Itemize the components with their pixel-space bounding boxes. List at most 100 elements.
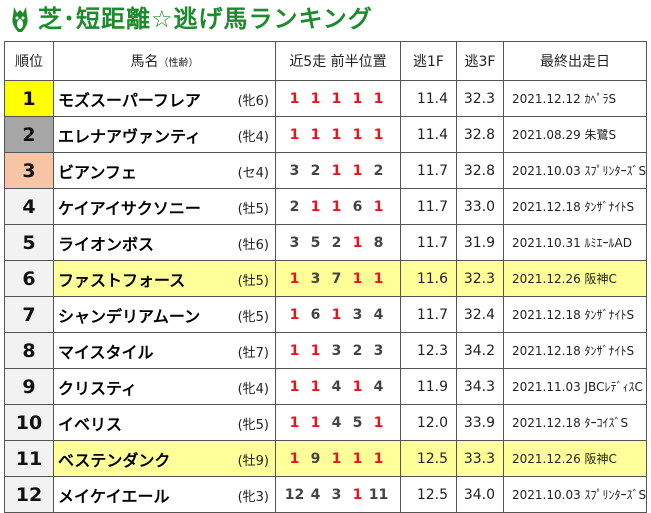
position-value: 1 xyxy=(289,378,300,395)
position-value: 1 xyxy=(373,90,384,107)
position-value: 5 xyxy=(310,234,321,251)
last-race-cell: 2021.12.18 ﾀﾝｻﾞﾅｲﾄS xyxy=(503,188,647,225)
first-f-cell: 12.5 xyxy=(400,440,457,477)
horse-name: ライオンボス xyxy=(58,234,155,254)
position-value: 6 xyxy=(352,198,363,215)
position-value: 1 xyxy=(352,126,363,143)
last-race-cell: 2021.10.31 ﾙﾐｴｰﾙAD xyxy=(503,224,647,261)
last-race-cell: 2021.12.18 ﾀﾝｻﾞﾅｲﾄS xyxy=(503,332,647,369)
header-name: 馬名（性齢） xyxy=(53,41,276,81)
three-f-cell: 32.4 xyxy=(456,296,504,333)
position-value: 1 xyxy=(289,342,300,359)
last-race-cell: 2021.08.29 朱鷺S xyxy=(503,116,647,153)
position-value: 1 xyxy=(310,414,321,431)
rank-cell: 4 xyxy=(4,188,54,225)
horse-name-cell: エレナアヴァンティ (牝4) xyxy=(53,116,276,153)
position-value: 1 xyxy=(373,126,384,143)
rank-cell: 9 xyxy=(4,368,54,405)
table-row: 5 ライオンボス (牡6) 3 5 2 1 8 11.7 31.9 2021.10.31 ﾙﾐｴｰﾙ… xyxy=(4,224,647,261)
horse-name: イベリス xyxy=(58,414,123,434)
first-f-cell: 12.5 xyxy=(400,476,457,513)
three-f-cell: 31.9 xyxy=(456,224,504,261)
table-row: 4 ケイアイサクソニー (牡5) 2 1 1 6 1 11.7 33.0 2021.12.18 ﾀﾝ… xyxy=(4,188,647,225)
horse-name-cell: ライオンボス (牡6) xyxy=(53,224,276,261)
horse-head-icon xyxy=(12,7,28,32)
rank-cell: 1 xyxy=(4,80,54,117)
page-title: 芝･短距離☆逃げ馬ランキング xyxy=(38,5,373,33)
horse-name: マイスタイル xyxy=(58,342,154,362)
three-f-cell: 32.3 xyxy=(456,260,504,297)
header-first-f: 逃1F xyxy=(400,41,457,81)
rank-cell: 2 xyxy=(4,116,54,153)
horse-sex-age: (牝5) xyxy=(237,418,269,433)
first-f-cell: 11.7 xyxy=(400,296,457,333)
three-f-cell: 33.9 xyxy=(456,404,504,441)
position-value: 1 xyxy=(352,270,363,287)
first-f-cell: 11.7 xyxy=(400,152,457,189)
position-value: 1 xyxy=(331,306,342,323)
first-f-cell: 12.3 xyxy=(400,332,457,369)
horse-sex-age: (牡7) xyxy=(237,346,269,361)
table-row: 8 マイスタイル (牡7) 1 1 3 2 3 12.3 34.2 2021.12.18 ﾀﾝｻﾞﾅ… xyxy=(4,332,647,369)
position-value: 3 xyxy=(373,342,384,359)
position-value: 1 xyxy=(373,414,384,431)
table-row: 12 メイケイエール (牝3) 12 4 3 1 11 12.5 34.0 2021.10.03 ｽ… xyxy=(4,476,647,513)
last-race-cell: 2021.12.12 ｶﾍﾟﾗS xyxy=(503,80,647,117)
horse-sex-age: (牝6) xyxy=(237,94,269,109)
horse-name: エレナアヴァンティ xyxy=(58,126,202,146)
position-value: 1 xyxy=(331,90,342,107)
table-row: 6 ファストフォース (牡5) 1 3 7 1 1 11.6 32.3 2021.12.26 阪神C xyxy=(4,260,647,297)
three-f-cell: 33.0 xyxy=(456,188,504,225)
rank-cell: 11 xyxy=(4,440,54,477)
position-value: 1 xyxy=(289,450,300,467)
position-value: 1 xyxy=(289,414,300,431)
position-value: 5 xyxy=(352,414,363,431)
position-value: 1 xyxy=(352,234,363,251)
horse-sex-age: (牡5) xyxy=(237,274,269,289)
table-row: 2 エレナアヴァンティ (牝4) 1 1 1 1 1 11.4 32.8 2021.08.29 朱鷺… xyxy=(4,116,647,153)
position-value: 3 xyxy=(289,162,300,179)
position-value: 1 xyxy=(352,486,363,503)
position-value: 1 xyxy=(373,198,384,215)
position-value: 1 xyxy=(289,270,300,287)
position-value: 7 xyxy=(331,270,342,287)
first-f-cell: 11.9 xyxy=(400,368,457,405)
horse-name-cell: イベリス (牝5) xyxy=(53,404,276,441)
rank-cell: 12 xyxy=(4,476,54,513)
position-value: 9 xyxy=(310,450,321,467)
position-value: 6 xyxy=(310,306,321,323)
position-value: 1 xyxy=(352,162,363,179)
position-value: 3 xyxy=(352,306,363,323)
header-rank: 順位 xyxy=(4,41,54,81)
position-value: 1 xyxy=(373,270,384,287)
horse-name: ファストフォース xyxy=(58,270,186,290)
position-value: 2 xyxy=(331,234,342,251)
horse-sex-age: (セ4) xyxy=(237,166,269,181)
position-value: 3 xyxy=(331,342,342,359)
header-positions: 近5走 前半位置 xyxy=(275,41,401,81)
position-value: 3 xyxy=(289,234,300,251)
horse-name-cell: ビアンフェ (セ4) xyxy=(53,152,276,189)
header-3f: 逃3F xyxy=(456,41,504,81)
last-race-cell: 2021.12.26 阪神C xyxy=(503,260,647,297)
position-value: 4 xyxy=(310,486,321,503)
position-value: 1 xyxy=(331,162,342,179)
horse-name-cell: ベステンダンク (牡9) xyxy=(53,440,276,477)
positions-cell: 12 4 3 1 11 xyxy=(275,476,401,513)
three-f-cell: 33.3 xyxy=(456,440,504,477)
first-f-cell: 11.7 xyxy=(400,224,457,261)
position-value: 1 xyxy=(310,126,321,143)
position-value: 1 xyxy=(373,450,384,467)
horse-name-cell: ケイアイサクソニー (牡5) xyxy=(53,188,276,225)
rank-cell: 5 xyxy=(4,224,54,261)
position-value: 4 xyxy=(331,414,342,431)
horse-name-cell: ファストフォース (牡5) xyxy=(53,260,276,297)
horse-sex-age: (牡6) xyxy=(237,238,269,253)
